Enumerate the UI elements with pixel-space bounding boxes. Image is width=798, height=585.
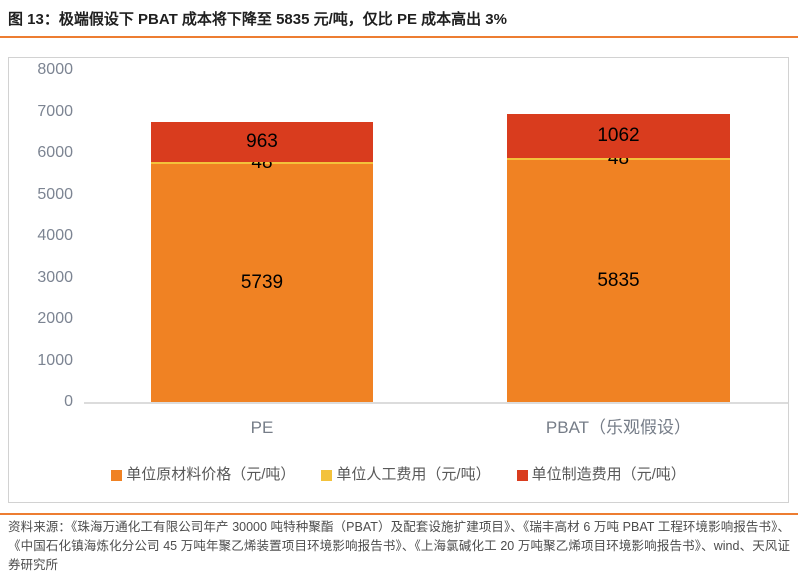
bar-segment-manufacturing: [151, 121, 373, 162]
y-axis-tick-label: 1000: [37, 351, 73, 369]
y-axis-tick-label: 0: [64, 393, 73, 410]
bar-data-label: 5835: [597, 269, 640, 291]
y-axis-tick-label: 7000: [37, 102, 73, 120]
bar-data-label: 1062: [597, 124, 640, 146]
chart-container: 0 1000 2000 3000 4000 5000 6000 7000 8000 5739 48 9…: [8, 57, 789, 503]
legend-item-label: 单位制造费用（元/吨）: [531, 466, 686, 483]
title-divider-rule: [0, 36, 798, 38]
x-axis-line: [84, 402, 788, 404]
legend-swatch-icon: [516, 469, 528, 481]
y-axis-tick-label: 2000: [37, 310, 73, 327]
y-axis-tick-label: 5000: [37, 185, 73, 203]
legend-item: 单位人工费用（元/吨）: [321, 466, 491, 484]
legend-item-label: 单位人工费用（元/吨）: [336, 466, 491, 483]
y-axis-tick-label: 3000: [37, 268, 73, 286]
bar-segment-material: [507, 159, 730, 402]
y-axis-tick-label: 8000: [37, 61, 73, 78]
legend-item: 单位制造费用（元/吨）: [516, 466, 686, 484]
bar-data-label: 963: [246, 130, 278, 152]
x-axis-category-label: PE: [250, 418, 274, 437]
figure-title: 图 13：极端假设下 PBAT 成本将下降至 5835 元/吨，仅比 PE 成本…: [8, 11, 507, 28]
source-divider-rule: [0, 513, 798, 515]
bar-segment-labor: [507, 157, 730, 160]
legend-swatch-icon: [111, 469, 123, 481]
bar-segment-material: [151, 163, 373, 402]
plot-area: 0 1000 2000 3000 4000 5000 6000 7000 8000 5739 48 9…: [9, 58, 788, 502]
legend-swatch-icon: [321, 469, 333, 481]
y-axis-tick-label: 4000: [37, 227, 73, 244]
source-note: 资料来源：《珠海万通化工有限公司年产 30000 吨特种聚酯（PBAT）及配套设…: [8, 520, 790, 572]
x-axis-category-label: PBAT（乐观假设）: [545, 418, 692, 437]
y-axis-tick-label: 6000: [37, 144, 73, 161]
legend-item: 单位原材料价格（元/吨）: [111, 466, 295, 484]
chart-legend: 单位原材料价格（元/吨） 单位人工费用（元/吨） 单位制造费用（元/吨）: [9, 463, 788, 487]
legend-item-label: 单位原材料价格（元/吨）: [126, 466, 296, 483]
bar-data-label: 5739: [240, 271, 284, 293]
bar-segment-labor: [151, 161, 373, 164]
bar-segment-manufacturing: [507, 113, 730, 158]
